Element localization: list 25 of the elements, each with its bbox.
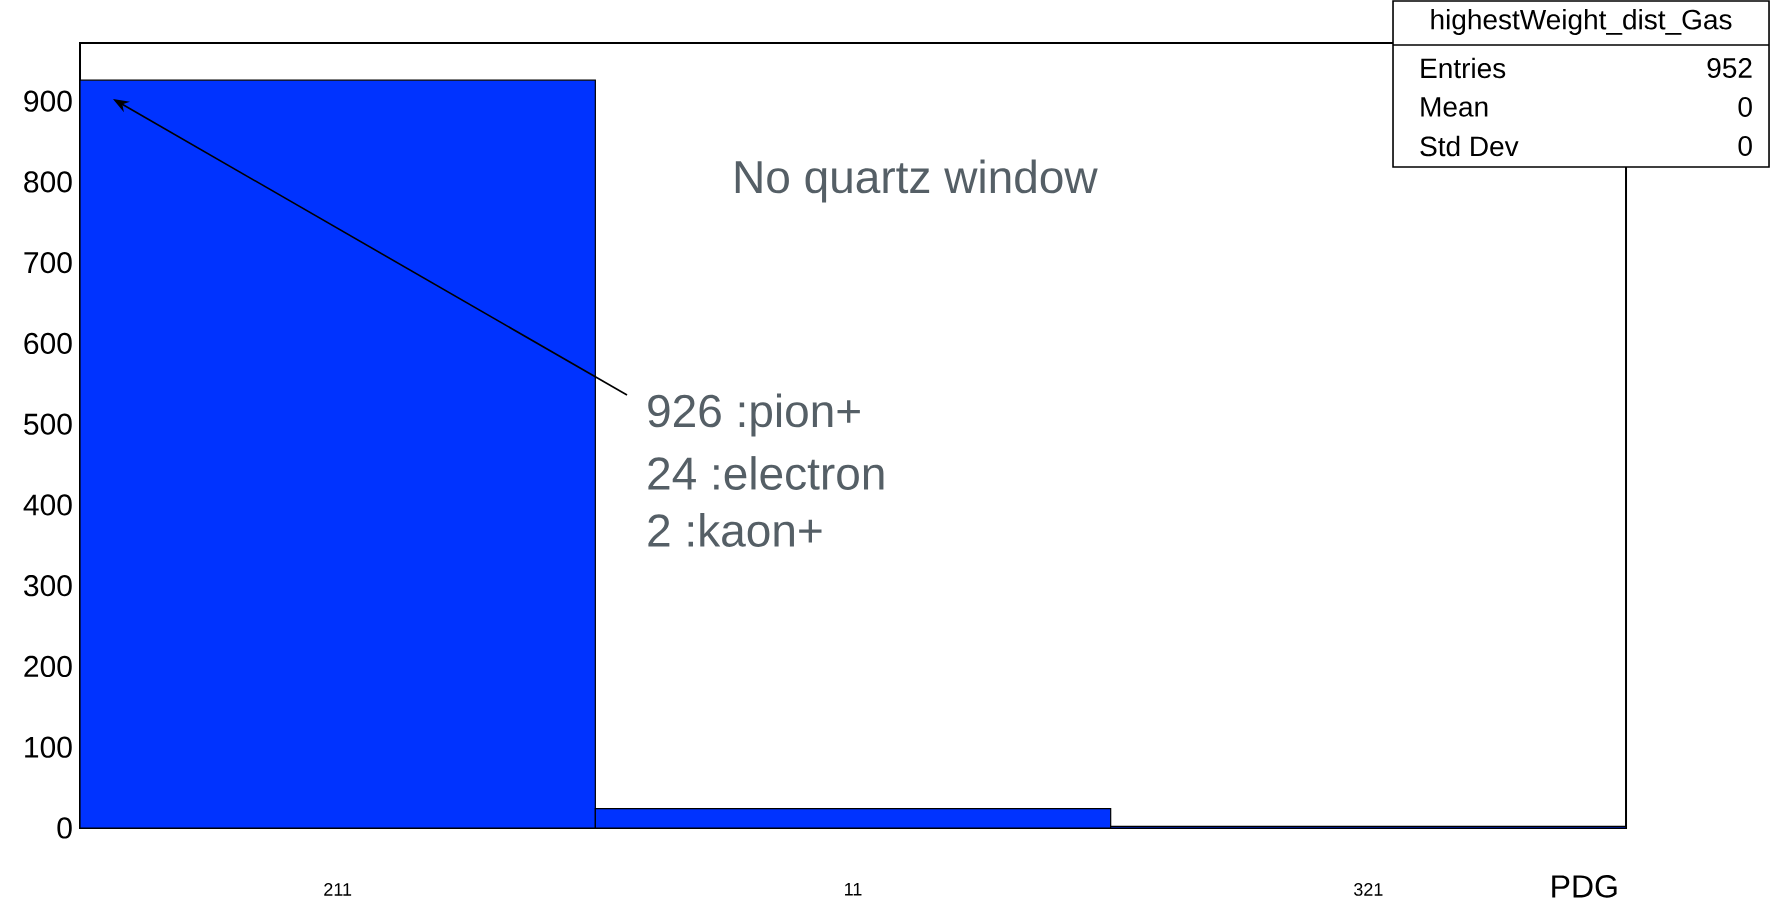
y-tick-label: 300 [24,575,72,597]
text: highestWeight_dist_Gas [1431,8,1732,36]
y-tick-label: 200 [24,655,72,678]
text: 0 [1738,136,1752,156]
y-tick-label: 400 [23,494,72,516]
y-tick-label: 800 [24,171,72,193]
annotation: 926 :pion+ [648,393,860,437]
text: 0 [1738,97,1752,117]
text: 952 [1707,58,1752,78]
x-axis-title: PDG [1552,875,1617,898]
y-tick-label: 500 [24,413,72,435]
y-tick-label: 100 [25,736,72,758]
x-tick-label: 11 [845,883,862,896]
y-tick-label: 900 [24,90,72,112]
annotation: Mean [1421,97,1488,117]
y-tick-label: 600 [24,332,72,355]
annotation: Entries [1421,57,1506,79]
annotation: 2 :kaon+ [648,513,822,547]
y-tick-label: 0 [57,817,72,839]
y-tick-label: 700 [24,252,72,274]
annotation: No quartz window [735,159,1098,203]
x-tick-label: 321 [1354,883,1383,896]
annotation: Std Dev [1420,135,1519,157]
annotation: 24 :electron [648,456,884,490]
x-tick-label: 211 [324,883,352,896]
